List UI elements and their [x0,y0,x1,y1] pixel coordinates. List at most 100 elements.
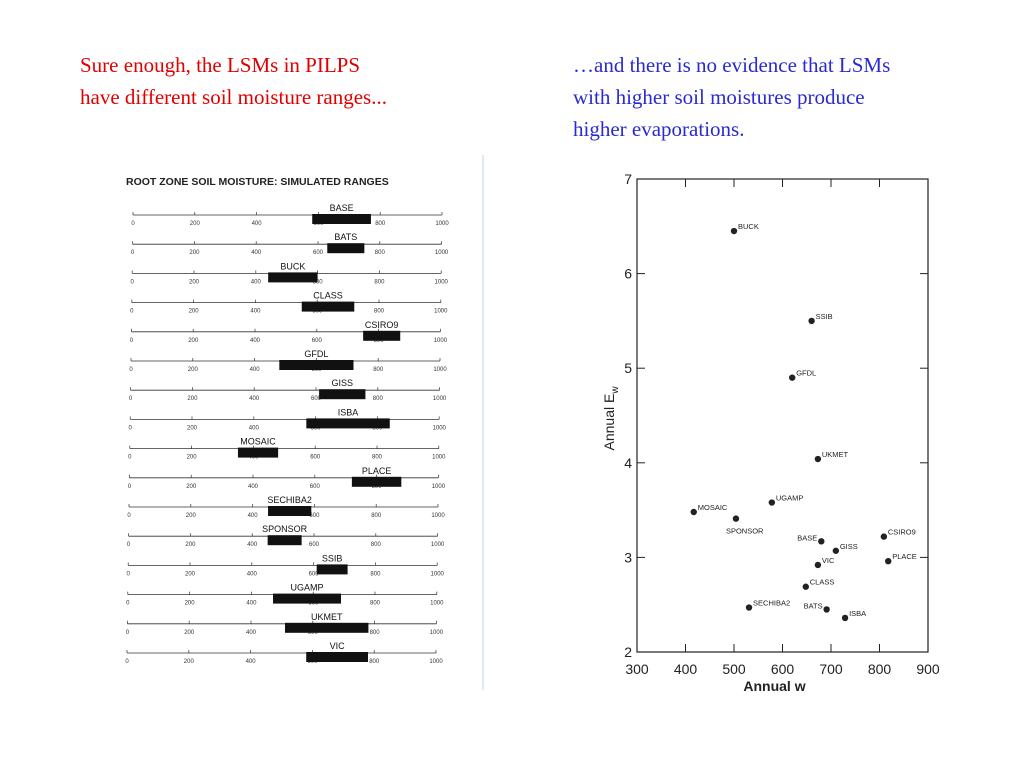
left-caption: Sure enough, the LSMs in PILPS [80,53,360,77]
tick-label: 400 [246,630,257,636]
chart-title: ROOT ZONE SOIL MOISTURE: SIMULATED RANGE… [126,176,389,188]
x-axis-label: Annual w [743,678,805,694]
tick-label: 800 [370,601,381,607]
tick-label: 600 [310,484,321,490]
point [690,508,697,516]
y-tick-label: 2 [624,644,632,660]
y-tick-label: 5 [624,360,632,376]
y-tick-label: 3 [624,549,632,565]
right-caption: with higher soil moistures produce [573,85,865,109]
y-tick-label: 7 [624,171,632,187]
tick-label: 800 [373,367,384,373]
point-label: BATS [804,601,823,610]
tick-label: 800 [374,279,385,285]
point [885,557,892,565]
range-bar [268,272,318,283]
tick-label: 200 [189,250,200,256]
y-axis-label-sub: w [610,386,621,395]
point-label: VIC [822,556,835,565]
tick-label: 400 [252,221,263,227]
tick-label: 600 [313,250,324,256]
point-label: MOSAIC [698,503,728,512]
point-label: GISS [840,542,858,551]
tick-label: 800 [372,455,383,461]
tick-label: 400 [251,279,262,285]
left-caption: have different soil moisture ranges... [80,85,387,109]
tick-label: 1000 [434,309,448,315]
range-bar [319,389,366,400]
tick-label: 1000 [430,630,444,636]
range-bar [237,447,279,458]
tick-label: 800 [370,630,381,636]
range-bar [351,476,402,487]
tick-label: 200 [189,279,200,285]
tick-label: 200 [186,484,197,490]
tick-label: 800 [371,542,382,548]
tick-label: 600 [309,542,320,548]
point-label: PLACE [892,552,917,561]
model-label: MOSAIC [240,437,276,447]
tick-label: 200 [184,659,195,665]
right-caption: …and there is no evidence that LSMs [573,53,890,77]
tick-label: 1000 [429,659,443,665]
point [823,606,830,613]
y-tick-label: 6 [624,266,632,282]
x-tick-label: 800 [868,661,892,677]
tick-label: 600 [310,455,321,461]
tick-label: 600 [313,279,324,285]
range-bar [267,535,302,546]
point-label: SSIB [816,312,833,321]
range-bar [268,506,312,516]
tick-label: 0 [131,221,135,227]
model-label: SPONSOR [262,524,308,534]
tick-label: 1000 [435,221,449,227]
tick-label: 400 [248,484,259,490]
tick-label: 200 [185,542,196,548]
tick-label: 400 [248,513,259,519]
point [832,547,840,554]
point-label: ISBA [849,609,866,618]
tick-label: 0 [126,630,130,636]
tick-label: 400 [251,250,262,256]
tick-label: 1000 [435,279,449,285]
model-label: SSIB [322,553,343,563]
model-label: GISS [332,378,354,388]
tick-label: 200 [185,601,196,607]
point [789,374,796,381]
tick-label: 0 [127,542,131,548]
model-label: VIC [330,641,346,651]
tick-label: 1000 [430,601,444,607]
tick-label: 600 [311,396,322,402]
tick-label: 0 [131,279,135,285]
tick-label: 0 [130,338,134,344]
range-bar [306,418,390,429]
tick-label: 200 [188,338,199,344]
tick-label: 0 [129,425,133,431]
model-label: UKMET [311,612,343,622]
tick-label: 200 [187,455,198,461]
tick-label: 400 [250,309,261,315]
range-bar [327,243,365,254]
point-label: BUCK [738,222,759,231]
point-label: SPONSOR [726,527,764,536]
range-bar [284,622,369,633]
point [768,499,776,506]
model-label: PLACE [362,466,392,476]
tick-label: 400 [246,659,257,665]
point [732,515,740,522]
x-tick-label: 900 [916,661,940,677]
y-tick-label: 4 [624,455,632,471]
tick-label: 600 [309,571,320,577]
tick-label: 400 [249,396,260,402]
point [880,533,888,540]
tick-label: 200 [186,513,197,519]
x-tick-label: 300 [625,661,649,677]
tick-label: 0 [129,396,133,402]
point-label: UGAMP [776,494,804,503]
tick-label: 400 [250,367,261,373]
tick-label: 800 [374,309,385,315]
tick-label: 800 [370,571,381,577]
tick-label: 800 [369,659,380,665]
y-axis-label: Annual Ew [601,386,621,451]
x-tick-label: 400 [674,661,698,677]
